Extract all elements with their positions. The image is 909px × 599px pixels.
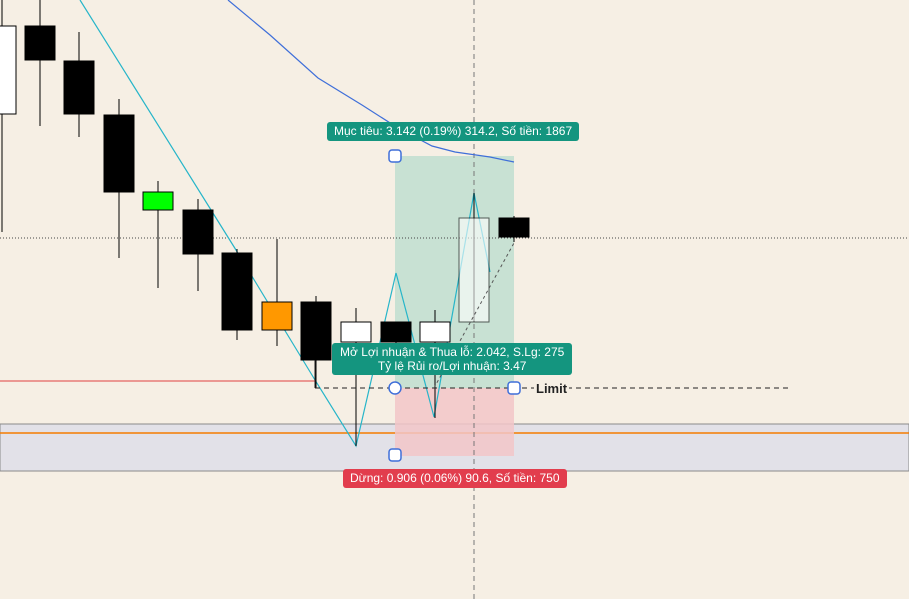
candle-6[interactable] [182, 199, 214, 291]
candle-5-highlight-green[interactable] [142, 181, 174, 288]
target-label: Mục tiêu: 3.142 (0.19%) 314.2, Số tiền: … [327, 122, 580, 141]
candle-14[interactable] [498, 216, 530, 242]
candle-3[interactable] [63, 32, 95, 137]
target-handle[interactable] [388, 149, 402, 163]
stop-zone[interactable] [395, 388, 514, 456]
candle-4[interactable] [103, 99, 135, 258]
candle-13[interactable] [458, 193, 490, 323]
limit-label: Limit [534, 381, 570, 396]
open-pnl-line: Mở Lợi nhuận & Thua lỗ: 2.042, S.Lg: 275 [340, 345, 565, 359]
candle-7[interactable] [221, 249, 253, 340]
entry-handle[interactable] [388, 381, 402, 395]
candle-9[interactable] [300, 296, 332, 388]
candle-8-highlight-orange[interactable] [261, 239, 293, 346]
position-diagonal [433, 242, 515, 389]
stop-label: Dừng: 0.906 (0.06%) 90.6, Số tiền: 750 [343, 469, 567, 488]
candle-10[interactable] [340, 308, 372, 446]
candle-1[interactable] [0, 0, 17, 232]
candle-2[interactable] [24, 0, 56, 126]
stop-handle[interactable] [388, 448, 402, 462]
risk-reward-line: Tỷ lệ Rủi ro/Lợi nhuận: 3.47 [377, 359, 527, 373]
open-pnl-label: Mở Lợi nhuận & Thua lỗ: 2.042, S.Lg: 275… [332, 343, 573, 375]
candle-11[interactable] [380, 321, 412, 345]
width-handle[interactable] [507, 381, 521, 395]
